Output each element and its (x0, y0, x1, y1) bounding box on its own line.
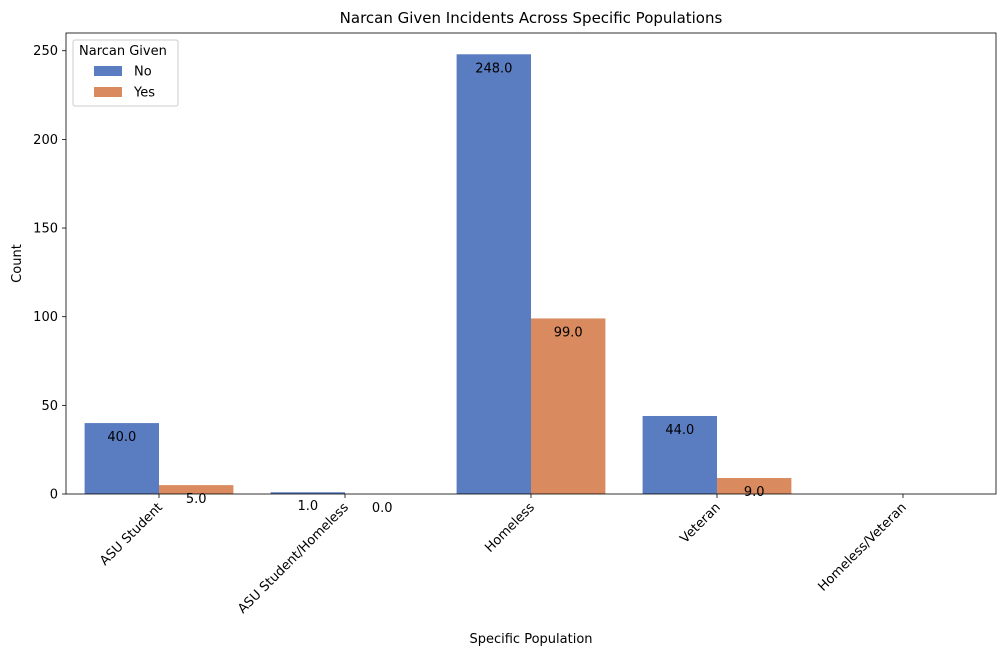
bar-label-no-2: 248.0 (475, 61, 512, 76)
plot-area: 40.0 1.0 248.0 44.0 5.0 0.0 99.0 9.0 0 50 100 150 20… (33, 32, 997, 617)
bar-yes-2 (531, 318, 606, 494)
x-tick-label: ASU Student/Homeless (235, 500, 352, 617)
x-tick-label: Homeless (482, 500, 538, 556)
legend-swatch-yes (94, 87, 122, 97)
bar-no-1 (270, 492, 345, 494)
chart-title: Narcan Given Incidents Across Specific P… (340, 9, 723, 27)
x-axis-title: Specific Population (469, 632, 592, 647)
bar-yes-3 (717, 478, 792, 494)
bar-label-yes-0: 5.0 (186, 492, 207, 507)
bar-no-0 (84, 423, 159, 494)
bar-label-no-0: 40.0 (107, 430, 136, 445)
bar-no-3 (642, 415, 717, 494)
bar-no-2 (456, 54, 531, 495)
y-tick-label: 50 (41, 399, 58, 414)
legend-title: Narcan Given (79, 44, 167, 59)
x-tick-label: Homeless/Veteran (815, 500, 909, 594)
bar-label-yes-1: 0.0 (372, 501, 393, 516)
legend-label-no: No (134, 65, 152, 80)
bar-label-yes-3: 9.0 (744, 485, 765, 500)
x-tick-label: Veteran (677, 500, 723, 546)
legend: Narcan Given No Yes (72, 39, 179, 107)
legend-label-yes: Yes (133, 86, 155, 101)
y-tick-label: 200 (33, 133, 58, 148)
bar-label-no-3: 44.0 (665, 423, 694, 438)
y-tick-label: 250 (33, 44, 58, 59)
bar-label-yes-2: 99.0 (554, 325, 583, 340)
y-tick-label: 150 (33, 222, 58, 237)
y-axis-title: Count (10, 244, 25, 283)
bar-label-no-1: 1.0 (297, 499, 318, 514)
x-tick-label: ASU Student (97, 500, 166, 569)
bar-yes-0 (159, 485, 234, 494)
legend-swatch-no (94, 66, 122, 76)
y-tick-label: 100 (33, 310, 58, 325)
y-tick-label: 0 (50, 488, 58, 503)
